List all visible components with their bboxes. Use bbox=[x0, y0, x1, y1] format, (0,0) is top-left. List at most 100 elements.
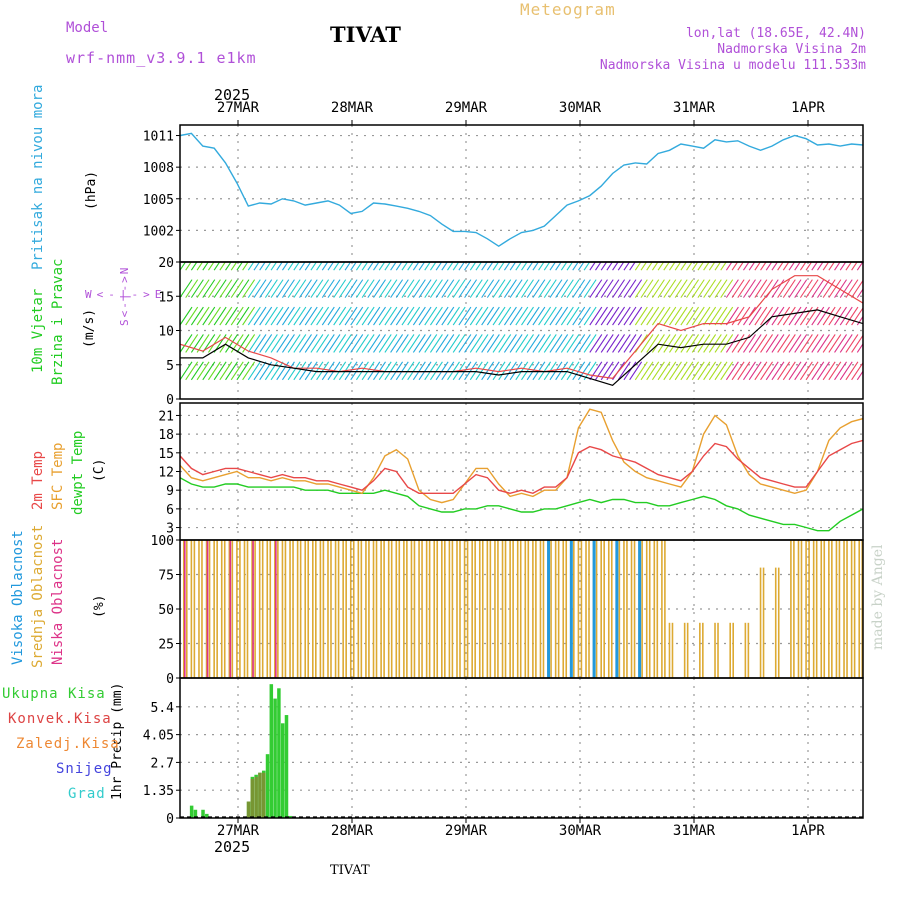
wind-barb bbox=[606, 262, 614, 271]
wind-barb bbox=[851, 361, 863, 381]
wind-barb bbox=[492, 279, 506, 298]
wind-barb bbox=[543, 279, 557, 298]
wind-barb bbox=[799, 306, 813, 326]
wind-barb bbox=[634, 361, 648, 381]
wind-barb bbox=[748, 262, 756, 271]
wind-barb bbox=[805, 279, 819, 298]
wind-barb bbox=[634, 306, 648, 326]
wind-barb bbox=[503, 361, 517, 381]
wind-barb bbox=[640, 334, 654, 353]
wind-barb bbox=[333, 334, 347, 353]
wind-barb bbox=[515, 262, 522, 271]
compass-bar-vertical: | bbox=[118, 291, 131, 301]
wind-barb bbox=[640, 306, 654, 326]
wind-barb bbox=[469, 334, 483, 353]
wind-barb bbox=[230, 306, 244, 326]
wind-barb bbox=[583, 279, 597, 298]
wind-barb bbox=[731, 262, 739, 271]
wind-barb bbox=[805, 262, 813, 271]
wind-barb bbox=[743, 262, 750, 271]
wind-barb bbox=[515, 306, 529, 326]
wind-barb bbox=[236, 279, 250, 298]
total-precip-bar bbox=[201, 809, 205, 818]
wind-barb bbox=[612, 279, 626, 298]
cloud-ylabel-1: Visoka Oblacnost bbox=[10, 530, 26, 665]
wind-barb bbox=[418, 306, 432, 326]
wind-barb bbox=[862, 378, 863, 380]
wind-barb bbox=[230, 361, 244, 381]
wind-barb bbox=[549, 279, 563, 298]
wind-barb bbox=[714, 306, 728, 326]
wind-barb bbox=[327, 306, 341, 326]
wind-barb bbox=[560, 262, 568, 271]
wind-barb bbox=[720, 306, 734, 326]
wind-barb bbox=[355, 361, 369, 381]
wind-barb bbox=[293, 361, 307, 381]
wind-barb bbox=[623, 262, 631, 271]
wind-barb bbox=[572, 361, 586, 381]
wind-barb bbox=[327, 262, 335, 271]
wind-barb bbox=[503, 334, 517, 353]
wind-barb bbox=[304, 262, 312, 271]
wind-barb bbox=[253, 334, 267, 353]
wind-barb bbox=[657, 279, 671, 298]
wind-barb bbox=[754, 306, 768, 326]
total-precip-bar bbox=[288, 815, 293, 818]
wind-barb bbox=[219, 361, 233, 381]
panel-frame-temp bbox=[179, 402, 864, 541]
wind-barb bbox=[412, 279, 426, 298]
wind-barb bbox=[651, 262, 659, 271]
wind-barb bbox=[595, 361, 608, 381]
wind-barb bbox=[481, 279, 495, 298]
wind-barb bbox=[549, 262, 557, 271]
wind-barb bbox=[663, 334, 677, 353]
wind-barb bbox=[782, 279, 796, 298]
wind-barb bbox=[606, 334, 620, 353]
wind-barb bbox=[538, 306, 552, 326]
wind-barb bbox=[202, 361, 216, 381]
wind-barb bbox=[834, 262, 841, 271]
wind-barb bbox=[651, 306, 665, 326]
wind-barb bbox=[691, 306, 705, 326]
meteogram-title: Meteogram bbox=[520, 0, 616, 19]
wind-barb bbox=[526, 334, 540, 353]
wind-barb bbox=[851, 279, 863, 298]
wind-barb bbox=[390, 361, 404, 381]
wind-barb bbox=[202, 306, 216, 326]
wind-barb bbox=[401, 306, 415, 326]
wind-barb bbox=[651, 334, 665, 353]
wind-barb bbox=[595, 262, 602, 271]
conv-precip-bar bbox=[246, 801, 251, 818]
high-cloud-bar bbox=[547, 540, 551, 678]
wind-barb bbox=[646, 361, 660, 381]
panel-frame-prec bbox=[179, 677, 864, 819]
wind-barb bbox=[185, 361, 199, 381]
wind-barb bbox=[180, 306, 193, 326]
wind-barb bbox=[674, 279, 688, 298]
wind-barb bbox=[526, 279, 540, 298]
temp-ylabel-3: dewpt Temp bbox=[70, 430, 86, 515]
wind-barb bbox=[321, 306, 335, 326]
wind-barb bbox=[208, 262, 215, 271]
wind-barb bbox=[373, 334, 386, 353]
wind-barb bbox=[845, 361, 859, 381]
wind-barb bbox=[475, 262, 483, 271]
wind-barb bbox=[555, 262, 562, 271]
wind-barb bbox=[777, 279, 791, 298]
wind-barb bbox=[310, 334, 324, 353]
wind-barb bbox=[219, 334, 233, 353]
wind-barb bbox=[822, 279, 836, 298]
wind-barb bbox=[669, 361, 682, 381]
wind-barb bbox=[281, 361, 295, 381]
wind-barb bbox=[589, 334, 603, 353]
wind-ylabel-2: Brzina i Pravac bbox=[50, 258, 66, 385]
wind-barb bbox=[287, 306, 301, 326]
wind-barb bbox=[862, 269, 863, 271]
pressure-ylabel: Pritisak na nivou mora bbox=[30, 84, 46, 270]
wind-barb bbox=[521, 279, 534, 298]
legend-hail: Grad bbox=[68, 786, 106, 802]
wind-barb bbox=[714, 361, 728, 381]
wind-barb bbox=[293, 262, 300, 271]
wind-barb bbox=[333, 262, 340, 271]
wind-barb bbox=[458, 262, 466, 271]
